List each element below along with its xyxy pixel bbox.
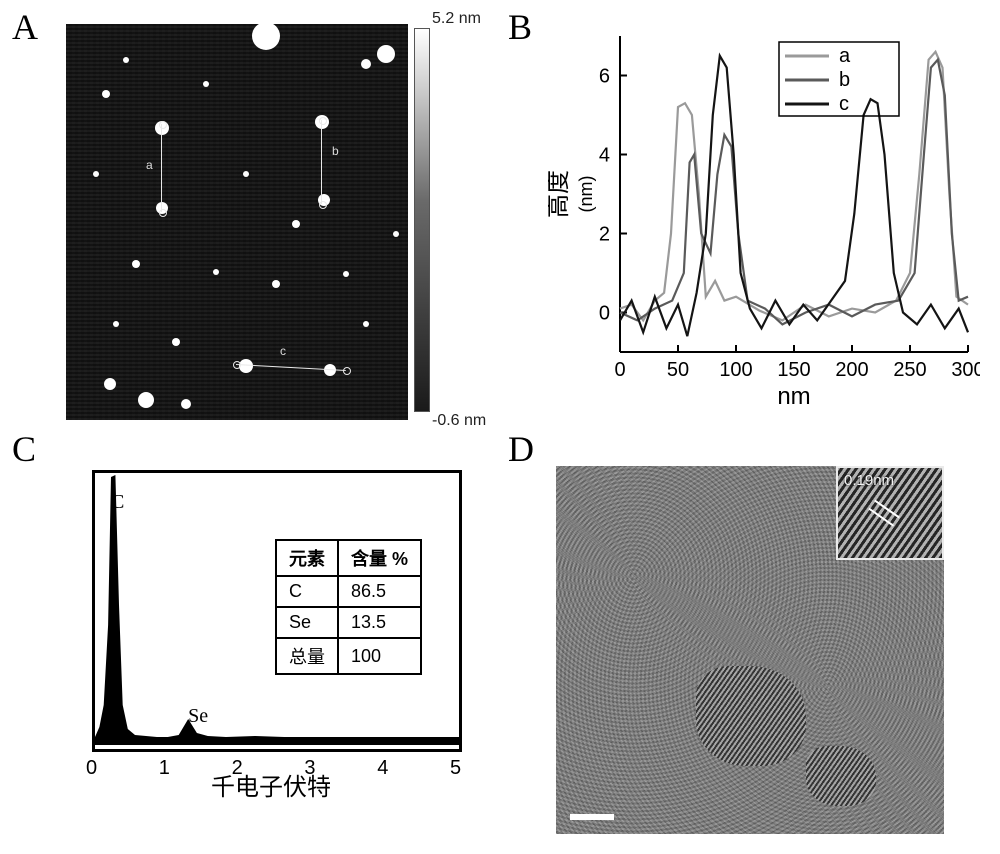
afm-section-label: b <box>332 144 339 158</box>
afm-particle <box>93 171 99 177</box>
afm-particle <box>102 90 110 98</box>
eds-table-cell: 13.5 <box>338 607 421 638</box>
panel-label-a: A <box>12 6 38 48</box>
svg-text:4: 4 <box>599 145 610 167</box>
eds-table-header: 元素 <box>276 540 338 576</box>
afm-colorbar-top-label: 5.2 nm <box>432 10 481 28</box>
hrtem-scalebar <box>570 814 614 820</box>
hrtem-inset: 0.19nm <box>836 466 944 560</box>
svg-text:nm: nm <box>777 383 810 410</box>
svg-text:250: 250 <box>893 359 926 381</box>
afm-particle <box>123 57 129 63</box>
afm-section-endpoint <box>319 201 327 209</box>
panel-label-d: D <box>508 428 534 470</box>
svg-text:高度: 高度 <box>548 170 572 218</box>
afm-section-endpoint <box>233 361 241 369</box>
afm-particle <box>272 280 280 288</box>
hrtem-inset-spacing-label: 0.19nm <box>844 472 894 489</box>
afm-particle <box>393 231 399 237</box>
eds-table-cell: Se <box>276 607 338 638</box>
svg-text:(nm): (nm) <box>576 176 596 213</box>
afm-particle <box>343 271 349 277</box>
afm-particle <box>361 59 371 69</box>
panel-label-b: B <box>508 6 532 48</box>
hrtem-lattice-region <box>806 746 876 806</box>
svg-text:2: 2 <box>599 224 610 246</box>
afm-particle <box>138 392 154 408</box>
panel-a-afm-image: a b c <box>66 24 408 420</box>
eds-table-cell: C <box>276 576 338 607</box>
afm-section-endpoint <box>159 121 167 129</box>
afm-particle <box>243 171 249 177</box>
afm-particle <box>172 338 180 346</box>
afm-particle <box>113 321 119 327</box>
svg-text:6: 6 <box>599 66 610 88</box>
afm-particle <box>213 269 219 275</box>
svg-text:150: 150 <box>777 359 810 381</box>
afm-section-endpoint <box>159 209 167 217</box>
afm-section-line <box>161 124 162 212</box>
svg-text:0: 0 <box>599 303 610 325</box>
eds-peak-label: Se <box>188 705 208 728</box>
afm-particle <box>104 378 116 390</box>
svg-text:200: 200 <box>835 359 868 381</box>
svg-text:50: 50 <box>667 359 689 381</box>
svg-text:b: b <box>839 69 850 91</box>
svg-text:0: 0 <box>614 359 625 381</box>
afm-colorbar <box>414 28 430 412</box>
hrtem-lattice-region <box>696 666 806 766</box>
afm-section-endpoint <box>319 117 327 125</box>
afm-section-endpoint <box>343 367 351 375</box>
afm-section-label: c <box>280 344 286 358</box>
eds-table-header: 含量 % <box>338 540 421 576</box>
afm-particle <box>132 260 140 268</box>
afm-particle <box>203 81 209 87</box>
afm-particle <box>363 321 369 327</box>
afm-particle <box>292 220 300 228</box>
svg-text:a: a <box>839 45 851 67</box>
eds-table-cell: 100 <box>338 638 421 674</box>
afm-particle <box>239 359 253 373</box>
panel-c-eds-spectrum: CSe 元素含量 %C86.5Se13.5总量100 012345 千电子伏特 <box>56 470 486 800</box>
hrtem-inset-arrows <box>874 500 900 519</box>
afm-particle <box>181 399 191 409</box>
svg-text:c: c <box>839 93 849 115</box>
afm-colorbar-bottom-label: -0.6 nm <box>432 412 486 430</box>
afm-section-line <box>321 120 322 204</box>
eds-frame: CSe 元素含量 %C86.5Se13.5总量100 <box>92 470 462 752</box>
figure-root: A B C D abc 5.2 nm -0.6 nm 0501001502002… <box>0 0 1000 854</box>
afm-particle <box>377 45 395 63</box>
svg-text:100: 100 <box>719 359 752 381</box>
panel-b-height-profile-chart: 0 50 100 150 200 250 300 0 2 4 6 nm 高度(nm) abc <box>548 24 980 412</box>
chart-b-svg: 0 50 100 150 200 250 300 0 2 4 6 nm 高度(nm) abc <box>548 24 980 412</box>
afm-section-label: a <box>146 158 153 172</box>
panel-label-c: C <box>12 428 36 470</box>
eds-table-cell: 总量 <box>276 638 338 674</box>
eds-peak-label: C <box>111 491 124 514</box>
eds-x-axis-label: 千电子伏特 <box>56 767 486 802</box>
svg-text:300: 300 <box>951 359 980 381</box>
eds-composition-table: 元素含量 %C86.5Se13.5总量100 <box>275 539 422 675</box>
panel-d-hrtem-image: 0.19nm <box>556 466 944 834</box>
eds-table-cell: 86.5 <box>338 576 421 607</box>
